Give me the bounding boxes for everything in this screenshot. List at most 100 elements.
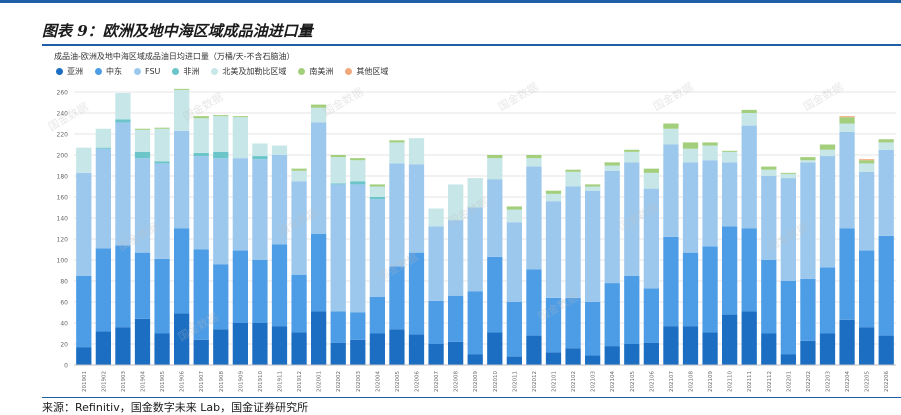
- x-tick-label: 202009: [473, 371, 479, 392]
- x-tick-label: 202203: [826, 371, 832, 392]
- bar-segment: [741, 228, 757, 312]
- x-tick-label: 201909: [238, 371, 244, 392]
- bar-segment: [193, 339, 209, 365]
- bar-segment: [311, 122, 327, 234]
- bar-segment: [389, 163, 405, 267]
- x-tick-label: 202008: [454, 371, 460, 392]
- bar-segment: [839, 123, 855, 132]
- bar-segment: [95, 248, 111, 332]
- chart-title: 成品油-欧洲及地中海区域成品油日均进口量（万桶/天-不含石脑油）: [54, 52, 295, 61]
- bar-segment: [545, 190, 562, 194]
- x-tick-label: 201912: [297, 371, 303, 392]
- bar-segment: [663, 236, 679, 327]
- bar-segment: [604, 346, 620, 365]
- bar-segment: [291, 168, 307, 171]
- bar-segment: [369, 333, 385, 365]
- bar-segment: [800, 340, 816, 365]
- legend-item: 非洲: [172, 66, 199, 77]
- bar-segment: [506, 356, 522, 365]
- x-tick-label: 202006: [415, 371, 421, 392]
- x-tick-label: 202111: [747, 371, 753, 392]
- watermark: 国金数据: [650, 79, 695, 113]
- chart-legend: 亚洲 中东 FSU 非洲 北美及加勒比区域 南美洲 其他区域: [56, 66, 400, 77]
- legend-label: 亚洲: [67, 67, 83, 76]
- x-tick-label: 201906: [180, 371, 186, 392]
- top-rule: [0, 0, 901, 3]
- y-tick-label: 120: [57, 237, 69, 244]
- bar-segment: [291, 332, 307, 365]
- bar-segment: [878, 139, 894, 143]
- bar-segment: [819, 156, 836, 268]
- bar-segment: [741, 311, 757, 365]
- bar-segment: [643, 168, 659, 173]
- bar-segment: [213, 329, 229, 365]
- bar-segment: [800, 157, 816, 161]
- bar-segment: [722, 314, 738, 365]
- figure-title: 图表 9：欧洲及地中海区域成品油进口量: [42, 22, 313, 40]
- bar-segment: [448, 295, 464, 342]
- x-tick-label: 201905: [160, 371, 166, 392]
- bar-segment: [330, 342, 346, 365]
- bar-segment: [643, 172, 659, 189]
- bar-segment: [213, 116, 229, 152]
- x-tick-label: 202112: [767, 371, 773, 392]
- bar-segment: [154, 128, 170, 162]
- bar-segment: [174, 130, 190, 229]
- legend-swatch: [95, 68, 102, 75]
- y-tick-label: 240: [57, 111, 69, 118]
- x-tick-label: 202101: [552, 371, 558, 392]
- bar-segment: [213, 158, 229, 265]
- bar-segment: [311, 104, 327, 108]
- bar-segment: [839, 131, 855, 229]
- bar-segment: [154, 127, 170, 129]
- bar-segment: [232, 250, 248, 323]
- bar-segment: [232, 323, 248, 365]
- legend-swatch: [172, 68, 180, 75]
- bar-segment: [232, 158, 248, 251]
- bar-segment: [350, 184, 366, 313]
- bar-segment: [780, 178, 796, 281]
- y-tick-label: 180: [57, 174, 69, 181]
- x-tick-label: 202001: [317, 371, 323, 392]
- bar-segment: [741, 109, 757, 113]
- bar-segment: [604, 165, 620, 171]
- watermark: 国金数据: [495, 79, 540, 113]
- bar-segment: [663, 144, 679, 237]
- bar-segment: [624, 275, 640, 344]
- bar-segment: [682, 252, 699, 327]
- bar-segment: [585, 184, 601, 187]
- x-tick-label: 202204: [845, 371, 851, 392]
- bar-segment: [330, 157, 346, 184]
- bar-segment: [506, 302, 522, 357]
- bar-segment: [604, 162, 620, 166]
- bar-segment: [213, 115, 229, 117]
- x-tick-label: 202202: [806, 371, 812, 392]
- bar-segment: [154, 161, 170, 164]
- bar-segment: [311, 311, 327, 365]
- x-tick-label: 202106: [649, 371, 655, 392]
- bar-segment: [565, 171, 581, 187]
- bar-segment: [487, 179, 503, 257]
- bar-segment: [408, 164, 425, 253]
- bar-segment: [350, 181, 366, 185]
- bar-segment: [350, 312, 366, 340]
- bar-segment: [819, 267, 836, 334]
- bar-segment: [761, 333, 777, 365]
- bar-segment: [585, 355, 601, 365]
- bar-segment: [467, 207, 483, 292]
- bar-segment: [859, 327, 875, 365]
- bar-segment: [271, 326, 288, 365]
- bar-segment: [428, 300, 444, 344]
- y-tick-label: 60: [60, 300, 68, 307]
- bar-segment: [76, 347, 92, 365]
- bar-segment: [702, 142, 718, 146]
- bar-segment: [95, 148, 111, 249]
- y-tick-label: 20: [60, 342, 68, 349]
- bar-segment: [95, 147, 111, 149]
- bar-segment: [722, 226, 738, 315]
- bar-segment: [76, 172, 92, 276]
- bar-segment: [369, 186, 385, 197]
- bar-segment: [154, 163, 170, 259]
- bar-segment: [682, 142, 699, 149]
- legend-swatch: [345, 68, 353, 75]
